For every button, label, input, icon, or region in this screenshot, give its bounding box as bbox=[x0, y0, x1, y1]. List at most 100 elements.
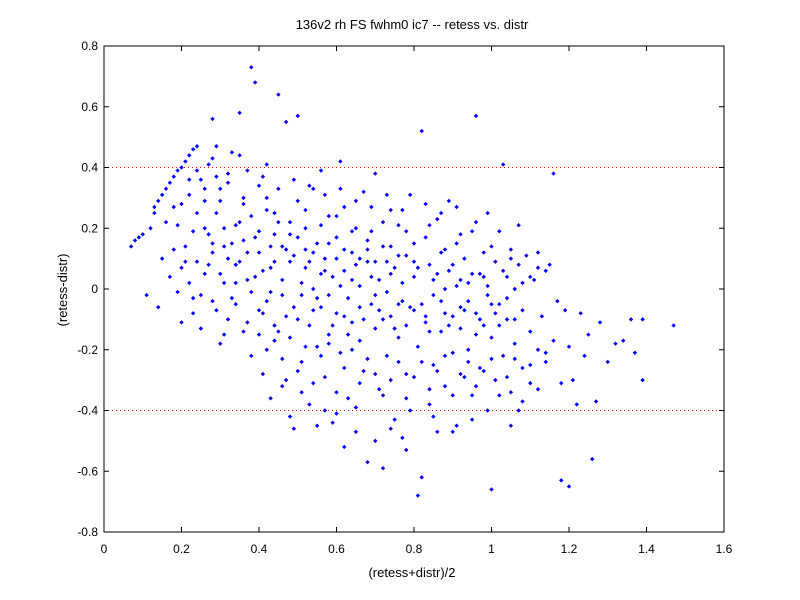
data-point bbox=[345, 295, 351, 301]
data-point bbox=[229, 150, 235, 155]
data-point bbox=[477, 317, 483, 322]
data-point bbox=[450, 262, 455, 267]
data-point bbox=[586, 332, 591, 337]
data-point bbox=[183, 244, 188, 249]
data-point bbox=[384, 192, 390, 198]
data-point bbox=[353, 405, 359, 410]
data-point bbox=[198, 326, 204, 331]
data-point bbox=[423, 320, 428, 325]
data-point bbox=[404, 229, 409, 234]
data-point bbox=[276, 219, 281, 225]
data-point bbox=[163, 186, 169, 191]
chart-title: 136v2 rh FS fwhm0 ic7 -- retess vs. dist… bbox=[296, 17, 529, 32]
data-point bbox=[167, 180, 173, 185]
data-point bbox=[287, 335, 293, 340]
data-point bbox=[535, 347, 541, 352]
data-point bbox=[528, 362, 533, 368]
data-point bbox=[330, 420, 335, 425]
data-point bbox=[392, 417, 397, 422]
data-point bbox=[225, 317, 231, 322]
x-axis-label: (retess+distr)/2 bbox=[368, 565, 455, 580]
data-point bbox=[342, 268, 347, 273]
data-point bbox=[454, 283, 459, 289]
data-point bbox=[365, 459, 370, 465]
data-point bbox=[357, 283, 362, 289]
data-points bbox=[128, 65, 676, 498]
data-point bbox=[427, 262, 432, 267]
data-point bbox=[299, 390, 304, 395]
data-point bbox=[179, 201, 184, 207]
data-point bbox=[237, 110, 242, 116]
data-point bbox=[303, 265, 308, 270]
data-point bbox=[524, 253, 529, 258]
data-point bbox=[485, 283, 490, 289]
data-point bbox=[373, 371, 378, 377]
data-point bbox=[190, 147, 196, 152]
data-point bbox=[295, 113, 300, 119]
data-point bbox=[214, 308, 219, 313]
data-point bbox=[330, 274, 335, 280]
data-point bbox=[380, 219, 386, 225]
data-point bbox=[175, 168, 180, 173]
data-point bbox=[485, 210, 490, 216]
data-point bbox=[287, 232, 293, 237]
data-point bbox=[171, 174, 176, 179]
data-point bbox=[179, 165, 184, 170]
data-point bbox=[404, 396, 409, 401]
data-point bbox=[555, 298, 560, 304]
data-point bbox=[442, 311, 448, 316]
data-point bbox=[435, 271, 440, 277]
data-point bbox=[249, 213, 254, 219]
data-point bbox=[462, 374, 467, 380]
data-point bbox=[485, 408, 490, 413]
data-point bbox=[314, 344, 320, 349]
data-point bbox=[245, 168, 250, 173]
data-point bbox=[357, 305, 362, 310]
data-point bbox=[605, 359, 610, 365]
data-point bbox=[303, 344, 308, 349]
data-point bbox=[280, 244, 285, 249]
data-point bbox=[528, 380, 533, 386]
data-point bbox=[400, 298, 405, 304]
data-point bbox=[543, 350, 548, 355]
data-point bbox=[357, 338, 362, 343]
data-point bbox=[431, 362, 436, 368]
x-tick-label: 1.6 bbox=[716, 542, 733, 556]
data-point bbox=[171, 204, 176, 210]
data-point bbox=[249, 65, 254, 70]
data-point bbox=[342, 314, 347, 319]
data-point bbox=[272, 323, 277, 328]
data-point bbox=[218, 186, 223, 191]
data-point bbox=[233, 262, 238, 267]
data-point bbox=[210, 116, 215, 122]
data-point bbox=[508, 247, 514, 252]
data-point bbox=[570, 377, 576, 383]
data-point bbox=[291, 177, 297, 182]
data-point bbox=[489, 487, 494, 492]
data-point bbox=[252, 274, 258, 280]
data-point bbox=[280, 356, 285, 362]
data-point bbox=[237, 219, 242, 225]
data-point bbox=[249, 353, 254, 359]
data-point bbox=[311, 250, 316, 255]
data-point bbox=[299, 359, 304, 365]
data-point bbox=[493, 377, 498, 383]
data-point bbox=[322, 408, 328, 413]
data-point bbox=[419, 359, 424, 365]
data-point bbox=[283, 247, 289, 252]
data-point bbox=[194, 168, 200, 173]
data-point bbox=[272, 259, 277, 264]
data-point bbox=[473, 311, 479, 316]
data-point bbox=[318, 168, 324, 173]
data-point bbox=[369, 229, 374, 234]
data-point bbox=[497, 393, 502, 398]
data-point bbox=[466, 359, 471, 365]
data-point bbox=[559, 478, 564, 483]
data-point bbox=[218, 198, 223, 204]
data-point bbox=[404, 371, 409, 377]
data-point bbox=[450, 350, 455, 355]
data-point bbox=[427, 329, 432, 334]
data-point bbox=[190, 295, 196, 301]
data-point bbox=[156, 198, 161, 204]
data-point bbox=[450, 393, 455, 398]
